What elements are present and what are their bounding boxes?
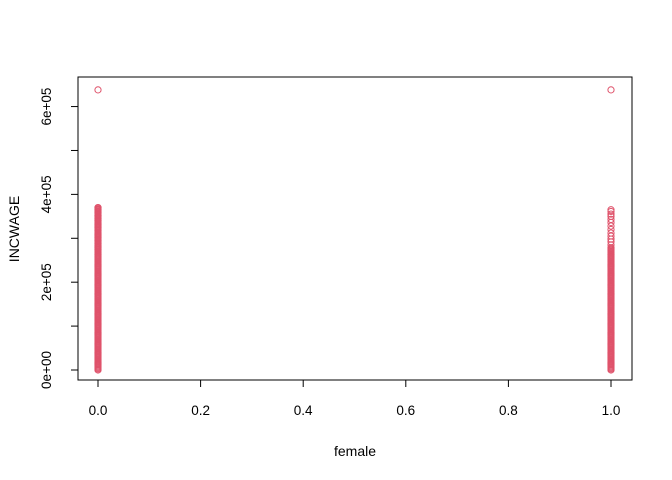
x-axis: 0.0 0.2 0.4 0.6 0.8 1.0	[89, 379, 621, 418]
plot-frame	[77, 76, 633, 381]
x-tick-label: 0.8	[499, 403, 518, 418]
y-axis: 0e+00 2e+05 4e+05 6e+05	[39, 88, 79, 389]
data-point	[607, 207, 615, 216]
data-point	[94, 86, 102, 94]
y-tick-label: 2e+05	[39, 263, 54, 301]
data-point	[607, 238, 615, 246]
y-tick-label: 6e+05	[39, 88, 54, 126]
x-axis-title: female	[334, 443, 376, 459]
x-tick-label: 0.2	[191, 403, 210, 418]
data-point	[607, 222, 615, 230]
data-point	[94, 245, 102, 253]
x-tick-label: 1.0	[602, 403, 621, 418]
x-tick-label: 0.0	[89, 403, 108, 418]
data-point	[94, 226, 102, 234]
data-point	[607, 218, 615, 227]
data-point	[94, 243, 102, 251]
x-tick-label: 0.4	[294, 403, 313, 418]
data-point	[94, 211, 102, 220]
y-tick-label: 4e+05	[39, 175, 54, 213]
data-point	[607, 241, 615, 249]
x-tick-label: 0.6	[396, 403, 415, 418]
data-point	[607, 86, 615, 94]
points-layer	[94, 86, 615, 374]
data-point	[607, 210, 615, 218]
y-tick-label: 0e+00	[39, 351, 54, 389]
y-axis-title: INCWAGE	[6, 196, 22, 262]
